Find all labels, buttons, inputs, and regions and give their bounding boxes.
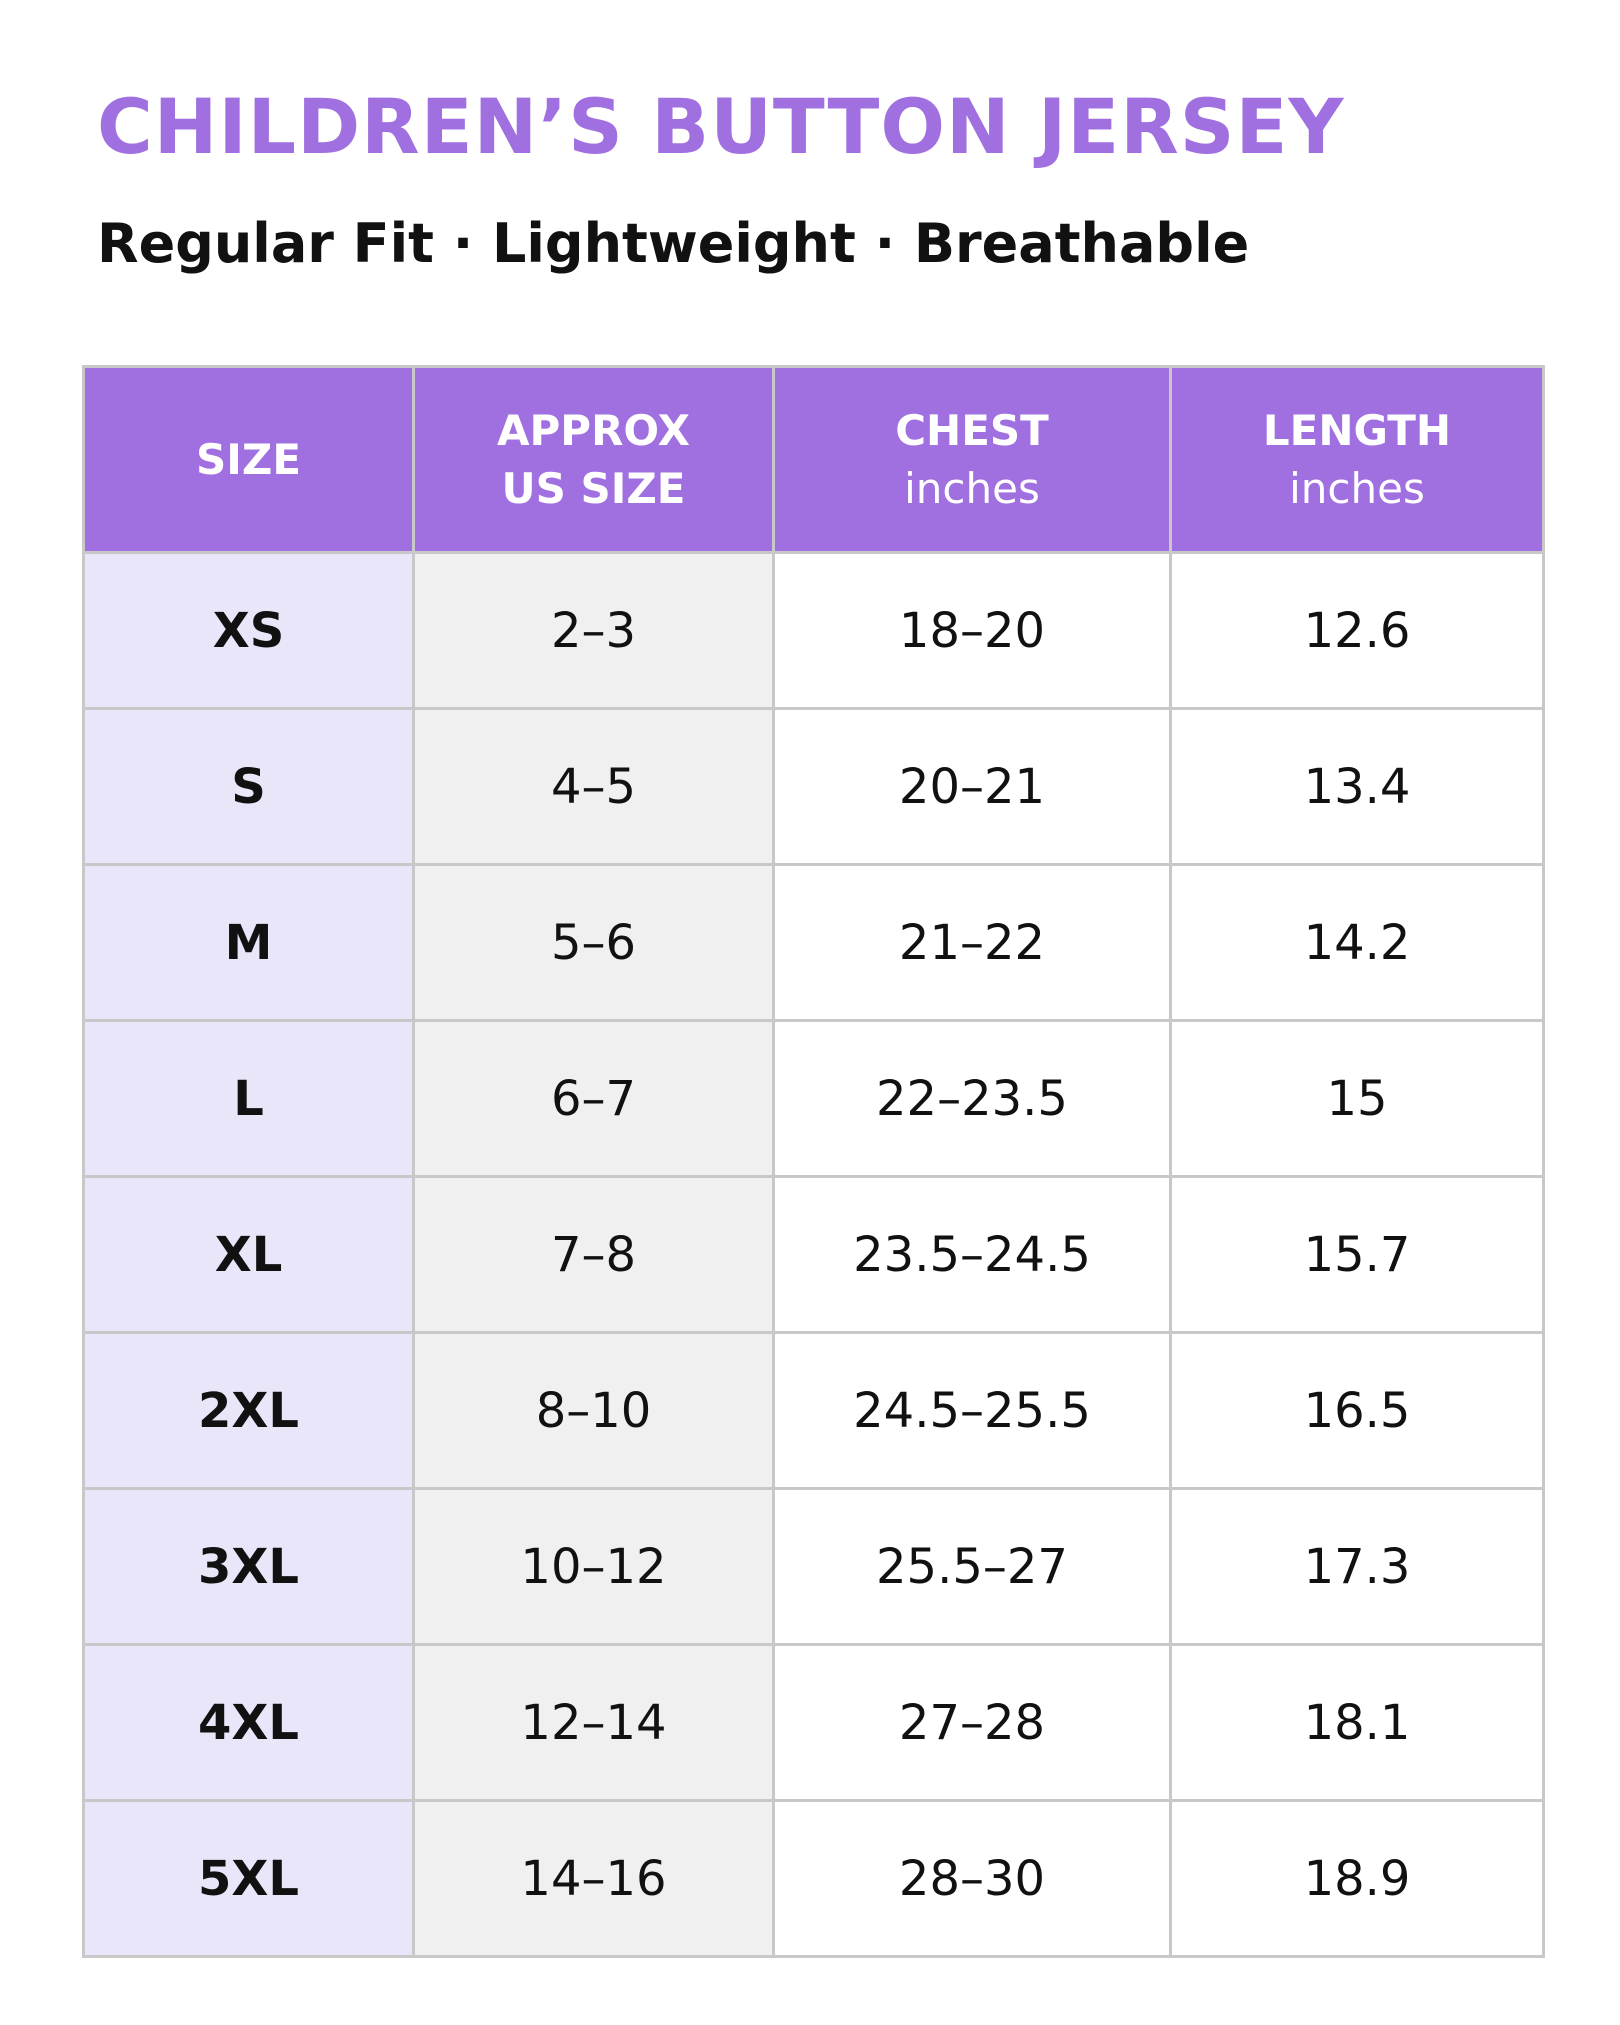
table-cell: 6–7 <box>412 1019 775 1178</box>
column-header: CHEST inches <box>772 365 1172 554</box>
table-cell: 12–14 <box>412 1643 775 1802</box>
table-cell: L <box>82 1019 415 1178</box>
table-cell: 5–6 <box>412 863 775 1022</box>
header-line: US SIZE <box>501 463 686 513</box>
table-cell: 25.5–27 <box>772 1487 1172 1646</box>
column-header: SIZE <box>82 365 415 554</box>
table-cell: 2–3 <box>412 551 775 710</box>
table-cell: 21–22 <box>772 863 1172 1022</box>
header-unit: inches <box>1289 463 1425 513</box>
table-cell: 27–28 <box>772 1643 1172 1802</box>
table-cell: 2XL <box>82 1331 415 1490</box>
table-cell: 28–30 <box>772 1799 1172 1958</box>
table-row: XL 7–8 23.5–24.5 15.7 <box>82 1175 1545 1334</box>
table-row: 4XL 12–14 27–28 18.1 <box>82 1643 1545 1802</box>
table-cell: 15.7 <box>1169 1175 1545 1334</box>
size-table: SIZE APPROX US SIZE CHEST inches LENGTH inches… <box>82 365 1545 1958</box>
subtitle: Regular Fit · Lightweight · Breathable <box>97 212 1250 275</box>
table-cell: 18.9 <box>1169 1799 1545 1958</box>
table-cell: 15 <box>1169 1019 1545 1178</box>
table-cell: 24.5–25.5 <box>772 1331 1172 1490</box>
table-cell: 18.1 <box>1169 1643 1545 1802</box>
table-cell: 14–16 <box>412 1799 775 1958</box>
table-cell: S <box>82 707 415 866</box>
table-cell: M <box>82 863 415 1022</box>
table-row: 3XL 10–12 25.5–27 17.3 <box>82 1487 1545 1646</box>
table-cell: 14.2 <box>1169 863 1545 1022</box>
column-header: LENGTH inches <box>1169 365 1545 554</box>
table-cell: 3XL <box>82 1487 415 1646</box>
table-row: M 5–6 21–22 14.2 <box>82 863 1545 1022</box>
table-row: 5XL 14–16 28–30 18.9 <box>82 1799 1545 1958</box>
table-cell: 18–20 <box>772 551 1172 710</box>
table-cell: 16.5 <box>1169 1331 1545 1490</box>
table-cell: 5XL <box>82 1799 415 1958</box>
table-body: XS 2–3 18–20 12.6 S 4–5 20–21 13.4 M 5–6 21–22 14.2… <box>82 551 1545 1958</box>
table-row: XS 2–3 18–20 12.6 <box>82 551 1545 710</box>
header-line: SIZE <box>195 434 302 484</box>
column-header: APPROX US SIZE <box>412 365 775 554</box>
header-line: APPROX <box>497 405 690 455</box>
table-row: S 4–5 20–21 13.4 <box>82 707 1545 866</box>
table-cell: 8–10 <box>412 1331 775 1490</box>
table-cell: 7–8 <box>412 1175 775 1334</box>
header-row: SIZE APPROX US SIZE CHEST inches LENGTH inches <box>82 365 1545 554</box>
table-cell: 22–23.5 <box>772 1019 1172 1178</box>
header-line: CHEST <box>895 405 1049 455</box>
table-cell: 17.3 <box>1169 1487 1545 1646</box>
header-line: LENGTH <box>1262 405 1452 455</box>
table-cell: 12.6 <box>1169 551 1545 710</box>
table-row: 2XL 8–10 24.5–25.5 16.5 <box>82 1331 1545 1490</box>
table-cell: XL <box>82 1175 415 1334</box>
table-cell: 4–5 <box>412 707 775 866</box>
table-row: L 6–7 22–23.5 15 <box>82 1019 1545 1178</box>
title: CHILDREN’S BUTTON JERSEY <box>97 82 1345 171</box>
table-cell: XS <box>82 551 415 710</box>
table-cell: 23.5–24.5 <box>772 1175 1172 1334</box>
table-cell: 4XL <box>82 1643 415 1802</box>
table-cell: 20–21 <box>772 707 1172 866</box>
table-cell: 10–12 <box>412 1487 775 1646</box>
header-unit: inches <box>904 463 1040 513</box>
table-cell: 13.4 <box>1169 707 1545 866</box>
